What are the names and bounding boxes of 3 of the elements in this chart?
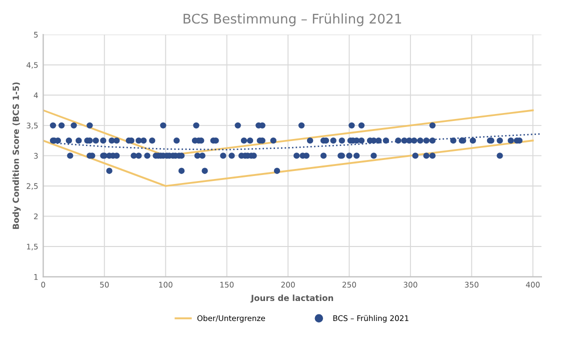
chart-title: BCS Bestimmung – Frühling 2021 (184, 13, 402, 26)
y-axis-title: Body Condition Score (BCS 1-5) (12, 82, 21, 229)
x-axis-title: Jours de lactation (250, 294, 334, 303)
